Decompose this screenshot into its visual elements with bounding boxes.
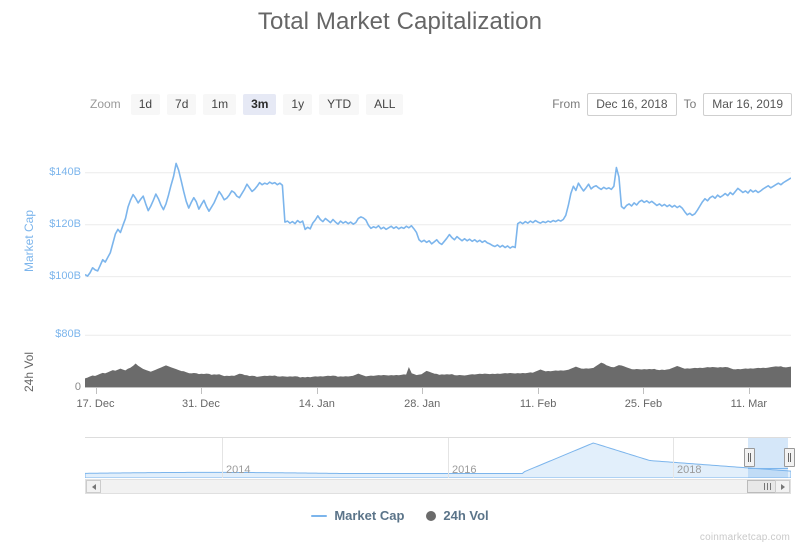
grip-icon xyxy=(788,453,789,462)
navigator-selection-line xyxy=(748,468,788,469)
range-button-3m[interactable]: 3m xyxy=(243,93,277,115)
x-tick-label: 31. Dec xyxy=(181,398,220,410)
x-tickmark xyxy=(538,388,540,394)
x-tickmark xyxy=(95,388,97,394)
to-date-input[interactable]: Mar 16, 2019 xyxy=(703,92,792,116)
scrollbar-right-button[interactable] xyxy=(775,480,790,493)
navigator-handle-right[interactable] xyxy=(784,448,795,467)
caret-right-icon xyxy=(780,483,785,490)
ytick-market-cap-140b: $140B xyxy=(49,165,81,178)
page-title: Total Market Capitalization xyxy=(257,8,543,35)
navigator-year-2014: 2014 xyxy=(226,464,251,476)
zoom-range-selector: Zoom 1d 7d 1m 3m 1y YTD ALL xyxy=(90,92,410,116)
x-tick-label: 28. Jan xyxy=(404,398,441,410)
x-tickmark xyxy=(748,388,750,394)
x-tick-label: 11. Feb xyxy=(519,398,557,410)
range-button-1m[interactable]: 1m xyxy=(203,93,237,115)
navigator-series-path xyxy=(84,442,792,479)
x-tick-label: 25. Feb xyxy=(624,398,663,410)
navigator-gridline xyxy=(673,438,674,478)
ytick-volume-0: 0 xyxy=(74,381,81,393)
caret-left-icon xyxy=(91,483,96,490)
market-cap-line xyxy=(85,162,791,277)
navigator-gridline xyxy=(222,438,223,478)
scrollbar-left-button[interactable] xyxy=(86,480,101,493)
range-button-1d[interactable]: 1d xyxy=(130,93,161,115)
x-axis: 17. Dec 31. Dec 14. Jan 28. Jan 11. Feb 25. F… xyxy=(77,388,791,412)
to-label: To xyxy=(683,97,697,111)
x-tick-label: 17. Dec xyxy=(76,398,115,410)
grip-lines-icon xyxy=(766,483,768,490)
x-tickmark xyxy=(316,388,318,394)
line-marker-icon xyxy=(311,514,328,517)
grip-icon xyxy=(748,453,749,462)
range-button-all[interactable]: ALL xyxy=(366,93,404,115)
market-cap-line-svg xyxy=(85,162,791,278)
navigator-handle-left[interactable] xyxy=(744,448,755,467)
legend-item-24h-vol[interactable]: 24h Vol xyxy=(426,508,489,523)
navigator-gridline xyxy=(448,438,449,478)
legend-label-market-cap: Market Cap xyxy=(334,508,405,523)
range-button-1y[interactable]: 1y xyxy=(283,93,313,115)
ytick-market-cap-100b: $100B xyxy=(49,269,81,282)
x-tickmark xyxy=(643,388,645,394)
from-date-input[interactable]: Dec 16, 2018 xyxy=(587,92,677,116)
navigator-year-2016: 2016 xyxy=(452,464,477,476)
market-cap-plot-area[interactable] xyxy=(85,152,791,287)
legend-item-market-cap[interactable]: Market Cap xyxy=(311,508,404,523)
range-button-ytd[interactable]: YTD xyxy=(319,93,360,115)
volume-area xyxy=(85,362,791,388)
x-tick-label: 14. Jan xyxy=(298,398,335,410)
navigator-scrollbar[interactable] xyxy=(85,479,791,494)
ytick-market-cap-120b: $120B xyxy=(49,217,81,230)
zoom-label: Zoom xyxy=(90,97,121,111)
from-label: From xyxy=(552,97,581,111)
chart-legend: Market Cap 24h Vol xyxy=(0,508,800,523)
range-button-7d[interactable]: 7d xyxy=(167,93,197,115)
ytick-volume-80b: $80B xyxy=(55,328,81,341)
legend-label-24h-vol: 24h Vol xyxy=(443,508,489,523)
volume-plot-area[interactable] xyxy=(85,330,791,388)
watermark: coinmarketcap.com xyxy=(699,532,790,543)
navigator-series-svg xyxy=(84,442,792,479)
dot-marker-icon xyxy=(426,510,437,521)
date-range-inputs: From Dec 16, 2018 To Mar 16, 2019 xyxy=(545,92,792,116)
x-tick-label: 11. Mar xyxy=(730,398,768,410)
navigator-year-2018: 2018 xyxy=(677,464,702,476)
x-tickmark xyxy=(422,388,424,394)
navigator[interactable]: 2014 2016 2018 xyxy=(84,437,795,479)
x-tickmark xyxy=(200,388,202,394)
volume-area-svg xyxy=(85,334,791,388)
